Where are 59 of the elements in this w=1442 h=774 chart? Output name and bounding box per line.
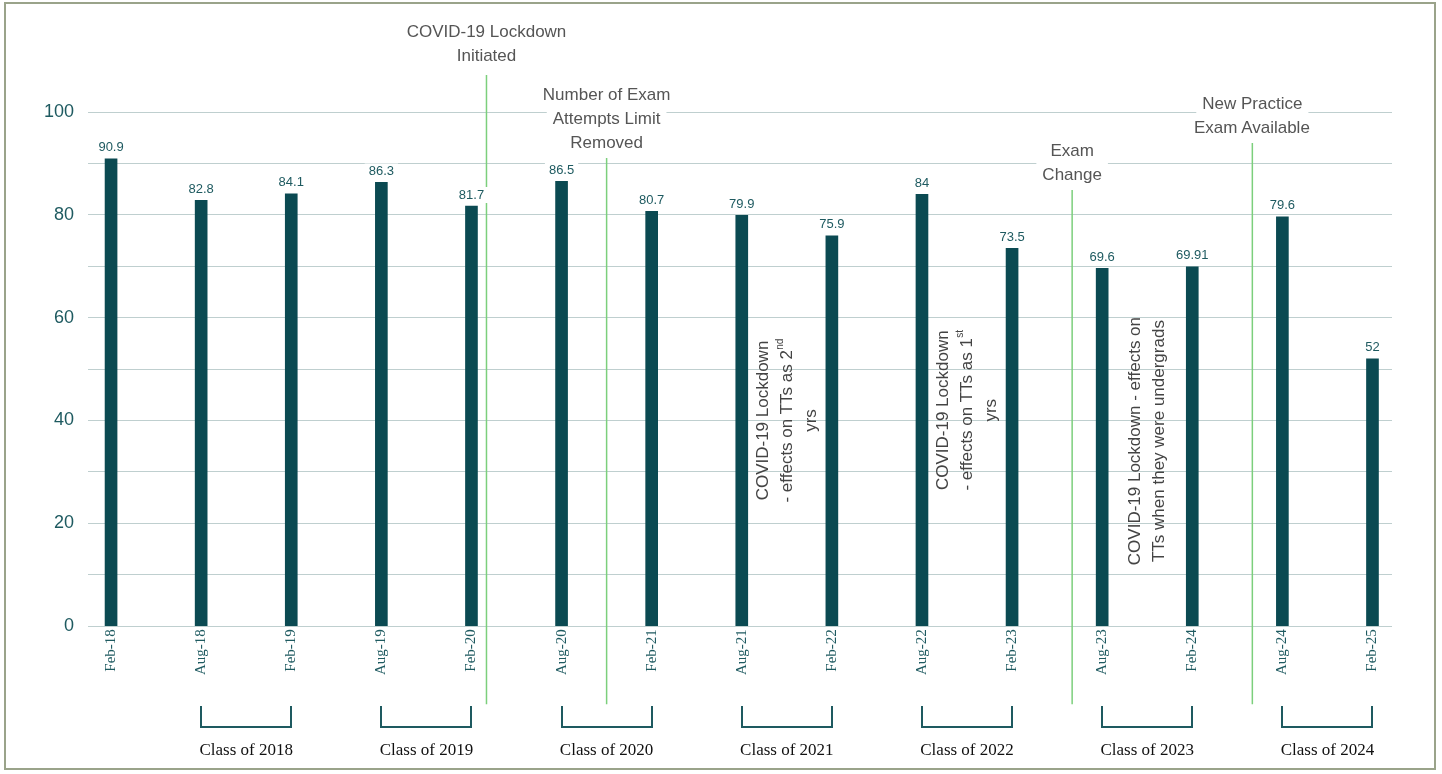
x-tick-label: Aug-21 bbox=[732, 629, 749, 675]
y-tick-label: 40 bbox=[54, 409, 75, 430]
y-tick-label: 100 bbox=[43, 100, 75, 121]
bar bbox=[735, 215, 749, 626]
text: Class of 2020 bbox=[559, 739, 654, 759]
bar bbox=[284, 193, 298, 626]
data-label: 86.5 bbox=[548, 161, 575, 177]
data-label: 80.7 bbox=[639, 191, 665, 207]
bar bbox=[555, 181, 568, 626]
bar bbox=[825, 235, 839, 626]
data-label: 52 bbox=[1365, 339, 1380, 355]
text: Class of 2021 bbox=[740, 739, 834, 759]
x-tick-label: Feb-22 bbox=[822, 629, 839, 672]
x-tick-label: Aug-22 bbox=[912, 629, 929, 675]
data-label: 84 bbox=[914, 174, 930, 190]
ref-line-label: COVID-19 Lockdown Initiated bbox=[406, 21, 567, 65]
data-label: 81.7 bbox=[458, 186, 485, 202]
x-tick-label: Aug-18 bbox=[192, 629, 209, 675]
data-label: 69.91 bbox=[1176, 247, 1209, 263]
bar bbox=[375, 182, 388, 626]
data-label: 90.9 bbox=[98, 139, 124, 155]
text: Class of 2023 bbox=[1100, 739, 1194, 759]
text: Class of 2022 bbox=[920, 739, 1014, 759]
bar bbox=[465, 205, 478, 626]
x-tick-label: Feb-23 bbox=[1003, 629, 1020, 672]
data-label: 79.9 bbox=[729, 195, 755, 211]
annotation: COVID-19 Lockdown - effects on TTs when they were undergrads bbox=[1124, 316, 1168, 566]
data-label: 86.3 bbox=[368, 163, 395, 179]
bar bbox=[1185, 266, 1199, 626]
bar bbox=[194, 200, 208, 626]
x-tick-label: Feb-19 bbox=[282, 629, 299, 672]
x-tick-label: Aug-24 bbox=[1273, 628, 1290, 675]
data-label: 79.6 bbox=[1269, 197, 1296, 213]
text: Class of 2018 bbox=[199, 739, 293, 759]
bar bbox=[1276, 216, 1289, 626]
bar bbox=[1366, 358, 1379, 626]
x-tick-label: Feb-21 bbox=[642, 629, 659, 672]
bar bbox=[104, 158, 118, 626]
x-tick-label: Feb-20 bbox=[462, 629, 479, 672]
data-label: 84.1 bbox=[278, 174, 304, 190]
data-label: 73.5 bbox=[999, 228, 1025, 244]
x-tick-label: Feb-25 bbox=[1363, 629, 1380, 672]
x-tick-label: Aug-19 bbox=[372, 629, 389, 675]
x-tick-label: Feb-18 bbox=[102, 629, 118, 672]
y-tick-label: 60 bbox=[54, 306, 75, 327]
ref-line-label: Number of Exam Attempts Limit Removed bbox=[542, 84, 671, 152]
ref-line-label: New Practice Exam Available bbox=[1193, 93, 1310, 137]
text: Class of 2024 bbox=[1280, 739, 1375, 759]
x-tick-label: Aug-23 bbox=[1093, 629, 1110, 675]
y-tick-label: 20 bbox=[54, 512, 75, 533]
data-label: 69.6 bbox=[1089, 248, 1115, 264]
text: Class of 2019 bbox=[379, 739, 474, 759]
data-label: 75.9 bbox=[819, 216, 845, 232]
y-tick-label: 80 bbox=[54, 203, 75, 224]
data-label: 82.8 bbox=[188, 181, 214, 197]
ref-line-label: Exam Change bbox=[1042, 140, 1102, 184]
x-tick-label: Aug-20 bbox=[552, 629, 569, 675]
y-tick-label: 0 bbox=[64, 615, 75, 636]
x-tick-label: Feb-24 bbox=[1183, 628, 1200, 672]
